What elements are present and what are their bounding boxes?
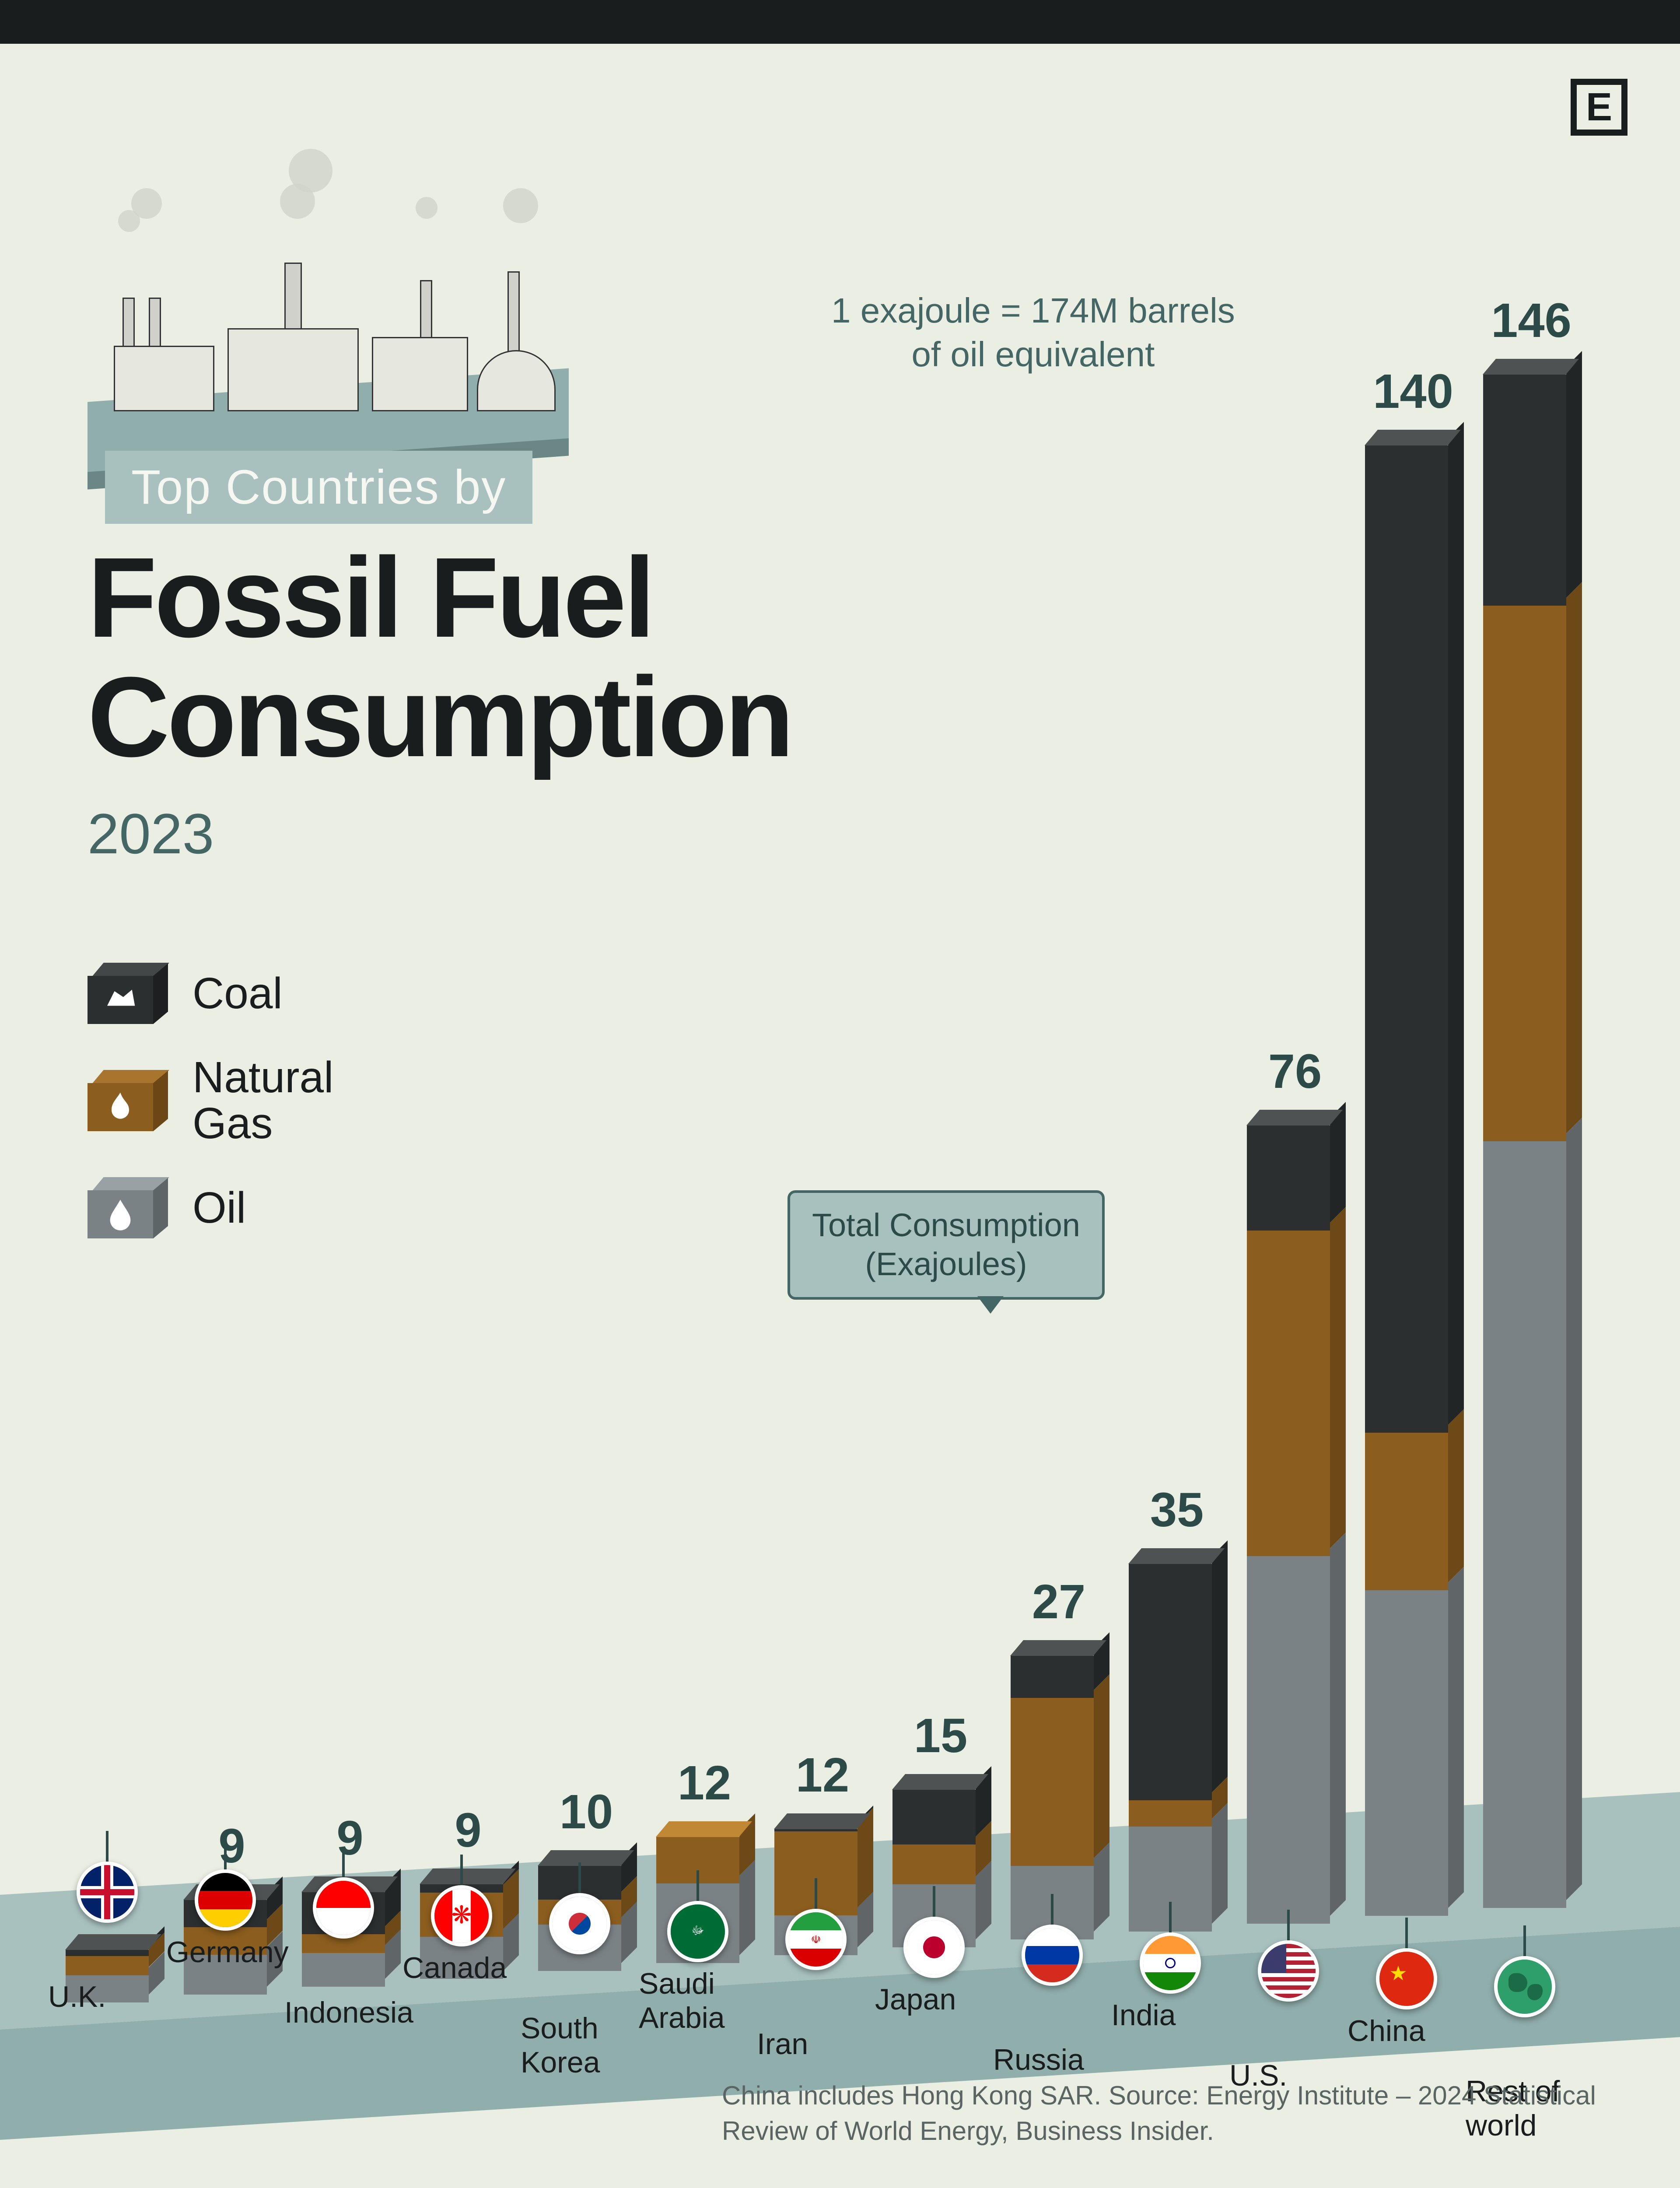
- country-label: Japan: [875, 1982, 956, 2016]
- flag-icon: ﷻ: [667, 1901, 728, 1962]
- bar: 35: [1129, 1564, 1212, 1932]
- bar-chart: 5U.K.9Germany9Indonesia9❋Canada10SouthKo…: [35, 219, 1654, 1925]
- bar-segment-coal: [774, 1829, 858, 1831]
- bar-segment-gas: [1129, 1800, 1212, 1827]
- country-label: Canada: [402, 1951, 507, 1985]
- flag-pin: [311, 1847, 376, 1939]
- flag-icon: ❋: [431, 1885, 492, 1946]
- bar-value: 76: [1238, 1044, 1352, 1099]
- bar-value: 146: [1474, 293, 1588, 348]
- bar-segment-coal: [892, 1790, 976, 1844]
- bar-value: 27: [1002, 1574, 1116, 1630]
- flag-icon: [313, 1877, 374, 1939]
- flag-icon: [903, 1917, 965, 1978]
- bar-value: 15: [884, 1708, 998, 1764]
- flag-icon: [1494, 1956, 1555, 2017]
- top-bar: [0, 0, 1680, 44]
- logo-letter: E: [1586, 85, 1612, 130]
- bar-value: 9: [411, 1802, 525, 1858]
- flag-pin: [901, 1886, 967, 1978]
- country-label: SaudiArabia: [639, 1967, 725, 2035]
- bar-segment-coal: [1483, 375, 1566, 606]
- bar: 140: [1365, 445, 1448, 1916]
- flag-pin: [1256, 1910, 1321, 2002]
- source-attribution: China includes Hong Kong SAR. Source: En…: [722, 2078, 1619, 2149]
- country-label: Iran: [757, 2027, 808, 2061]
- flag-pin: [192, 1839, 258, 1931]
- bar-segment-coal: [1129, 1564, 1212, 1800]
- bar-segment-gas: [66, 1956, 149, 1975]
- flag-icon: [195, 1869, 256, 1931]
- bar-segment-gas: [1483, 606, 1566, 1141]
- flag-icon: [549, 1893, 610, 1954]
- flag-pin: ☫: [783, 1878, 849, 1970]
- country-label: Germany: [166, 1935, 289, 1969]
- flag-pin: ﷻ: [665, 1870, 731, 1962]
- flag-pin: ★: [1374, 1918, 1439, 2009]
- flag-icon: [77, 1862, 138, 1923]
- bar-segment-oil: [1365, 1590, 1448, 1916]
- bar-value: 35: [1120, 1482, 1234, 1538]
- bar-value: 12: [766, 1747, 879, 1803]
- flag-pin: [74, 1831, 140, 1923]
- bar-segment-gas: [1247, 1231, 1330, 1556]
- country-label: SouthKorea: [521, 2011, 600, 2079]
- flag-pin: ❋: [429, 1855, 494, 1946]
- bar-segment-coal: [1247, 1126, 1330, 1231]
- bar-segment-gas: [1011, 1698, 1094, 1866]
- bar-segment-coal: [1365, 445, 1448, 1433]
- bar: 76: [1247, 1126, 1330, 1924]
- country-label: China: [1348, 2014, 1425, 2048]
- bar: 146: [1483, 375, 1566, 1908]
- flag-icon: [1140, 1932, 1201, 1994]
- country-label: Indonesia: [284, 1995, 413, 2030]
- bar-value: 10: [529, 1784, 643, 1840]
- flag-pin: [1492, 1925, 1558, 2017]
- bar-segment-coal: [66, 1950, 149, 1956]
- flag-icon: ☫: [785, 1909, 847, 1970]
- flag-pin: [1138, 1902, 1203, 1994]
- bar-segment-gas: [1365, 1433, 1448, 1590]
- country-label: India: [1111, 1998, 1176, 2032]
- flag-icon: ★: [1376, 1948, 1437, 2009]
- bar-segment-gas: [892, 1844, 976, 1884]
- bar-segment-oil: [1483, 1141, 1566, 1908]
- bar-segment-coal: [1011, 1656, 1094, 1698]
- bar-value: 12: [648, 1755, 761, 1811]
- flag-icon: [1022, 1925, 1083, 1986]
- country-label: U.K.: [48, 1980, 106, 2014]
- flag-pin: [547, 1862, 612, 1954]
- flag-icon: [1258, 1940, 1319, 2002]
- bar-value: 140: [1356, 364, 1470, 419]
- bar-segment-oil: [1247, 1556, 1330, 1924]
- bar-segment-oil: [302, 1953, 385, 1987]
- flag-pin: [1019, 1894, 1085, 1986]
- publisher-logo: E: [1571, 79, 1628, 136]
- country-label: Russia: [993, 2043, 1084, 2077]
